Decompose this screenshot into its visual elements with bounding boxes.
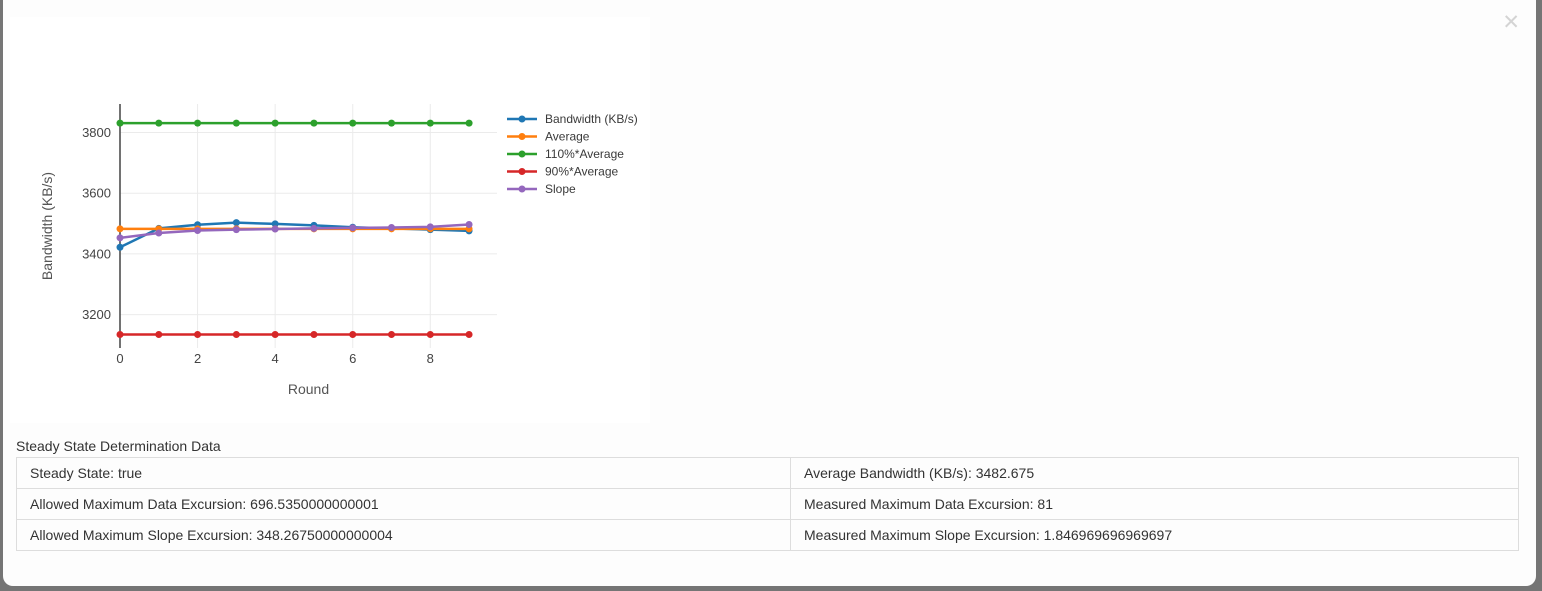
modal: ✕ 3200 3400 3600 3800 0 2 4 6 8 Round Bandwidth (K…	[3, 0, 1536, 586]
svg-text:Bandwidth (KB/s): Bandwidth (KB/s)	[39, 172, 55, 280]
svg-text:2: 2	[194, 351, 201, 366]
bandwidth-chart: 3200 3400 3600 3800 0 2 4 6 8 Round Bandwidth (KB/…	[10, 17, 650, 423]
table-cell: Measured Maximum Data Excursion: 81	[790, 488, 1519, 520]
svg-text:Bandwidth (KB/s): Bandwidth (KB/s)	[545, 112, 638, 126]
chart-svg: 3200 3400 3600 3800 0 2 4 6 8 Round Bandwidth (KB/…	[39, 104, 638, 397]
table-cell: Steady State: true	[16, 457, 791, 489]
svg-text:4: 4	[272, 351, 279, 366]
table-cell: Average Bandwidth (KB/s): 3482.675	[790, 457, 1519, 489]
close-icon: ✕	[1502, 10, 1520, 34]
svg-text:Slope: Slope	[545, 182, 576, 196]
svg-text:0: 0	[116, 351, 123, 366]
table-row: Allowed Maximum Data Excursion: 696.5350…	[16, 488, 1519, 520]
table-cell: Measured Maximum Slope Excursion: 1.8469…	[790, 519, 1519, 551]
svg-text:8: 8	[427, 351, 434, 366]
steady-state-table: Steady State: true Average Bandwidth (KB…	[16, 457, 1519, 551]
svg-text:90%*Average: 90%*Average	[545, 165, 618, 179]
svg-text:6: 6	[349, 351, 356, 366]
section-title: Steady State Determination Data	[16, 438, 221, 454]
svg-text:Average: Average	[545, 130, 590, 144]
table-row: Allowed Maximum Slope Excursion: 348.267…	[16, 519, 1519, 551]
svg-text:3200: 3200	[82, 307, 111, 322]
svg-text:110%*Average: 110%*Average	[545, 147, 624, 161]
svg-text:3600: 3600	[82, 186, 111, 201]
table-row: Steady State: true Average Bandwidth (KB…	[16, 457, 1519, 489]
close-button[interactable]: ✕	[1498, 10, 1524, 35]
table-cell: Allowed Maximum Slope Excursion: 348.267…	[16, 519, 791, 551]
svg-text:Round: Round	[288, 381, 329, 397]
svg-text:3800: 3800	[82, 125, 111, 140]
table-cell: Allowed Maximum Data Excursion: 696.5350…	[16, 488, 791, 520]
svg-text:3400: 3400	[82, 246, 111, 261]
